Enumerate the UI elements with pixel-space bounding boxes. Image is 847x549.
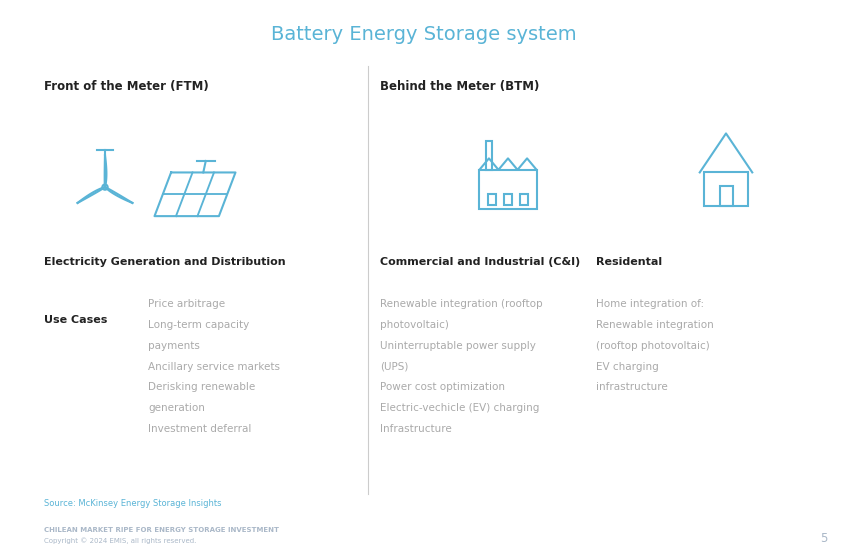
Text: Derisking renewable: Derisking renewable [148,383,255,393]
Text: Electricity Generation and Distribution: Electricity Generation and Distribution [44,257,285,267]
Text: Home integration of:: Home integration of: [596,299,704,309]
Text: Copyright © 2024 EMIS, all rights reserved.: Copyright © 2024 EMIS, all rights reserv… [44,537,197,544]
Text: Battery Energy Storage system: Battery Energy Storage system [271,25,576,44]
Bar [488,194,495,205]
Text: Use Cases: Use Cases [44,316,108,326]
Text: Price arbitrage: Price arbitrage [148,299,225,309]
Text: EV charging: EV charging [596,362,659,372]
Text: Commercial and Industrial (C&I): Commercial and Industrial (C&I) [380,257,580,267]
Text: photovoltaic): photovoltaic) [380,320,449,330]
Text: Behind the Meter (BTM): Behind the Meter (BTM) [380,80,540,93]
Text: generation: generation [148,404,205,413]
Text: CHILEAN MARKET RIPE FOR ENERGY STORAGE INVESTMENT: CHILEAN MARKET RIPE FOR ENERGY STORAGE I… [44,526,279,533]
Text: Source: McKinsey Energy Storage Insights: Source: McKinsey Energy Storage Insights [44,499,222,508]
Text: Investment deferral: Investment deferral [148,424,252,434]
Text: Front of the Meter (FTM): Front of the Meter (FTM) [44,80,208,93]
Text: Long-term capacity: Long-term capacity [148,320,249,330]
Bar [479,170,537,209]
Text: (UPS): (UPS) [380,362,408,372]
Bar [704,172,748,206]
Bar [504,194,512,205]
Text: Renewable integration: Renewable integration [596,320,714,330]
Text: Uninterruptable power supply: Uninterruptable power supply [380,341,536,351]
Text: Residental: Residental [596,257,662,267]
Text: Power cost optimization: Power cost optimization [380,383,505,393]
Text: Renewable integration (rooftop: Renewable integration (rooftop [380,299,543,309]
Text: payments: payments [148,341,200,351]
Text: Infrastructure: Infrastructure [380,424,451,434]
Bar [719,187,733,206]
Text: infrastructure: infrastructure [596,383,667,393]
Text: (rooftop photovoltaic): (rooftop photovoltaic) [596,341,710,351]
Bar [485,141,492,170]
Text: Electric-vechicle (EV) charging: Electric-vechicle (EV) charging [380,404,540,413]
Bar [520,194,528,205]
Text: 5: 5 [820,532,828,545]
Text: Ancillary service markets: Ancillary service markets [148,362,280,372]
